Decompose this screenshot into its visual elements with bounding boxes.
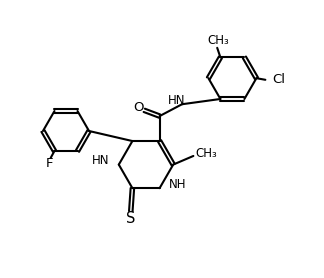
Text: O: O	[133, 101, 144, 114]
Text: HN: HN	[92, 154, 110, 167]
Text: CH₃: CH₃	[196, 147, 217, 160]
Text: S: S	[126, 211, 135, 226]
Text: NH: NH	[168, 178, 186, 191]
Text: Cl: Cl	[272, 73, 285, 86]
Text: CH₃: CH₃	[207, 34, 229, 47]
Text: F: F	[46, 157, 53, 170]
Text: HN: HN	[168, 94, 185, 106]
